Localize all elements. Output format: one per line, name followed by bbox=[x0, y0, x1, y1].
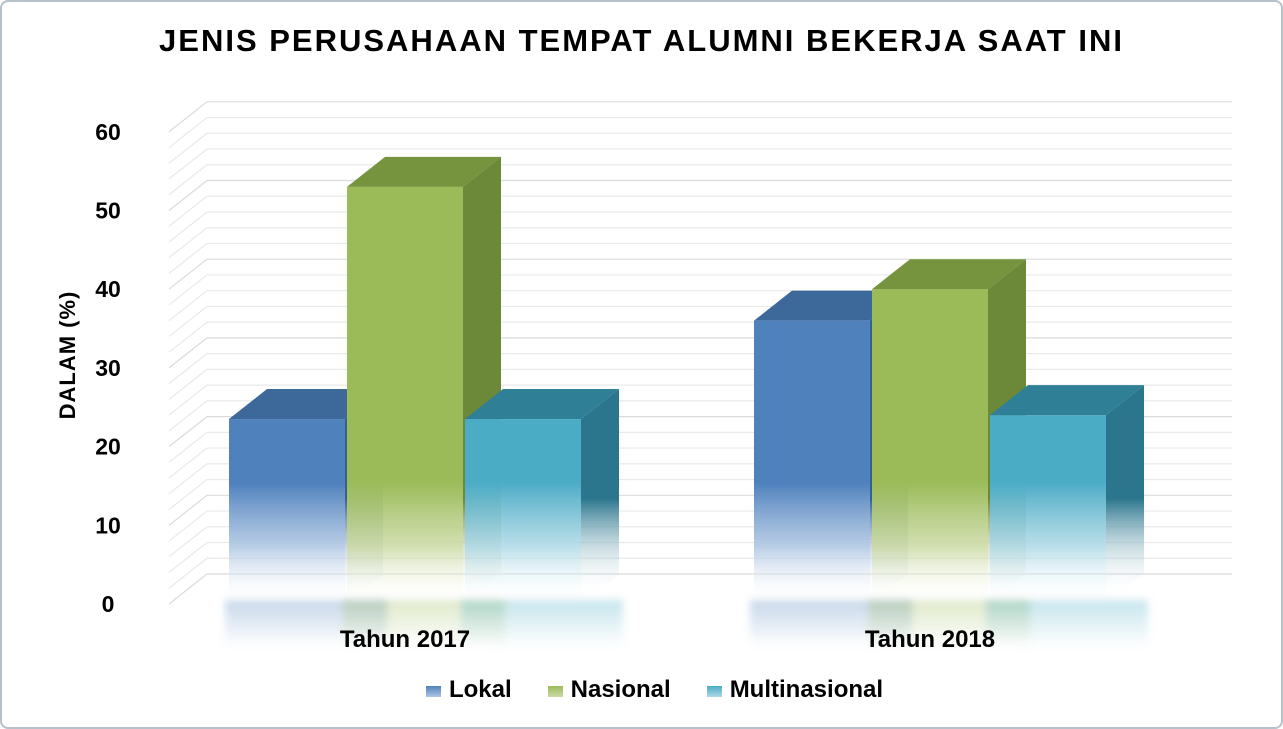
sidewall-gridline bbox=[169, 228, 207, 258]
sidewall-gridline bbox=[169, 212, 207, 242]
category-label: Tahun 2017 bbox=[340, 626, 470, 653]
bar-reflection bbox=[461, 600, 623, 646]
sidewall-gridline bbox=[169, 543, 207, 573]
legend-label: Lokal bbox=[449, 678, 512, 702]
sidewall-gridline bbox=[169, 275, 207, 305]
legend: Lokal Nasional Multinasional bbox=[2, 678, 1281, 702]
sidewall-gridline bbox=[169, 511, 207, 541]
legend-swatch-nasional bbox=[548, 686, 563, 697]
y-tick-label: 60 bbox=[95, 119, 121, 145]
sidewall-gridline bbox=[169, 338, 207, 368]
y-tick-label: 50 bbox=[95, 198, 121, 224]
sidewall-gridline bbox=[169, 417, 207, 447]
y-tick-label: 10 bbox=[95, 512, 121, 538]
sidewall-gridline bbox=[169, 354, 207, 384]
bar-side-face bbox=[581, 389, 619, 604]
y-tick-label: 40 bbox=[95, 276, 121, 302]
sidewall-gridline bbox=[169, 133, 207, 163]
sidewall-gridline bbox=[169, 102, 207, 132]
legend-item-nasional: Nasional bbox=[548, 678, 671, 702]
sidewall-gridline bbox=[169, 432, 207, 462]
chart-canvas: JENIS PERUSAHAAN TEMPAT ALUMNI BEKERJA S… bbox=[0, 0, 1283, 729]
sidewall-gridline bbox=[169, 385, 207, 415]
legend-label: Multinasional bbox=[730, 678, 883, 702]
bar-front-face bbox=[465, 419, 581, 604]
sidewall-gridline bbox=[169, 464, 207, 494]
sidewall-gridline bbox=[169, 322, 207, 352]
legend-swatch-multinasional bbox=[707, 686, 722, 697]
bar-front-face bbox=[990, 415, 1106, 604]
sidewall-gridline bbox=[169, 181, 207, 211]
legend-swatch-lokal bbox=[426, 686, 441, 697]
bar-front-face bbox=[229, 419, 345, 604]
sidewall-gridline bbox=[169, 243, 207, 273]
y-tick-label: 0 bbox=[102, 591, 115, 617]
sidewall-gridline bbox=[169, 495, 207, 525]
sidewall-gridline bbox=[169, 480, 207, 510]
sidewall-gridline bbox=[169, 401, 207, 431]
sidewall-gridline bbox=[169, 149, 207, 179]
sidewall-gridline bbox=[169, 558, 207, 588]
sidewall-gridline bbox=[169, 574, 207, 604]
sidewall-gridline bbox=[169, 448, 207, 478]
sidewall-gridline bbox=[169, 118, 207, 148]
sidewall-gridline bbox=[169, 306, 207, 336]
sidewall-gridline bbox=[169, 527, 207, 557]
y-tick-label: 30 bbox=[95, 355, 121, 381]
sidewall-gridline bbox=[169, 259, 207, 289]
legend-item-lokal: Lokal bbox=[426, 678, 512, 702]
legend-item-multinasional: Multinasional bbox=[707, 678, 883, 702]
bar-front-face bbox=[872, 289, 988, 604]
category-label: Tahun 2018 bbox=[865, 626, 995, 653]
bar-multinasional-tahun-2017 bbox=[461, 389, 623, 646]
sidewall-gridline bbox=[169, 196, 207, 226]
bar-front-face bbox=[754, 321, 870, 604]
sidewall-gridline bbox=[169, 291, 207, 321]
bar-multinasional-tahun-2018 bbox=[986, 385, 1148, 646]
y-tick-label: 20 bbox=[95, 434, 121, 460]
legend-label: Nasional bbox=[571, 678, 671, 702]
bar-side-face bbox=[1106, 385, 1144, 604]
bar-front-face bbox=[347, 187, 463, 604]
bar-reflection bbox=[986, 600, 1148, 646]
sidewall-gridline bbox=[169, 165, 207, 195]
plot-area: 0 10 20 30 40 50 60 Tahun 2017 Tahun 2018 bbox=[2, 2, 1283, 729]
sidewall-gridline bbox=[169, 369, 207, 399]
